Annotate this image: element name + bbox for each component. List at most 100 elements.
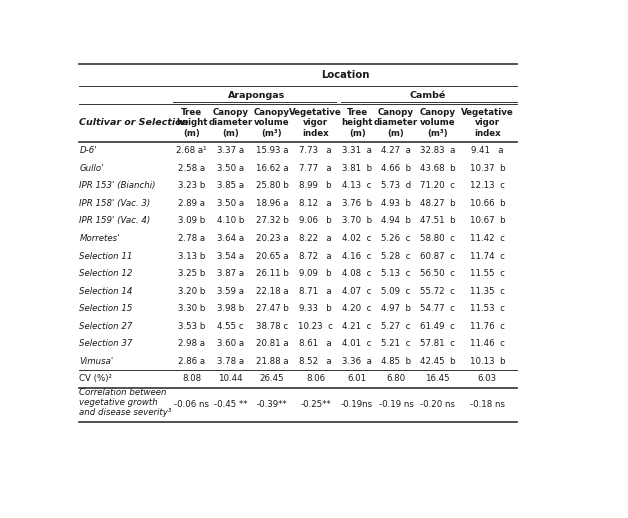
Text: 9.33   b: 9.33 b [300, 304, 332, 313]
Text: 8.72   a: 8.72 a [300, 252, 332, 261]
Text: Canopy
diameter
(m): Canopy diameter (m) [374, 108, 418, 138]
Text: 11.42  c: 11.42 c [470, 234, 505, 243]
Text: 3.30 b: 3.30 b [178, 304, 205, 313]
Text: 58.80  c: 58.80 c [420, 234, 455, 243]
Text: 9.09   b: 9.09 b [300, 269, 332, 278]
Text: -0.06 ns: -0.06 ns [174, 400, 209, 409]
Text: 8.52   a: 8.52 a [300, 357, 332, 366]
Text: 3.64 a: 3.64 a [217, 234, 244, 243]
Text: 8.99   b: 8.99 b [300, 181, 332, 190]
Text: 3.36  a: 3.36 a [342, 357, 372, 366]
Text: 4.07  c: 4.07 c [342, 286, 372, 296]
Text: 4.02  c: 4.02 c [342, 234, 372, 243]
Text: 20.23 a: 20.23 a [256, 234, 288, 243]
Text: Tree
height
(m): Tree height (m) [342, 108, 373, 138]
Text: 7.77   a: 7.77 a [300, 164, 332, 173]
Text: 57.81  c: 57.81 c [420, 339, 455, 348]
Text: 3.85 a: 3.85 a [217, 181, 244, 190]
Text: -0.39**: -0.39** [257, 400, 287, 409]
Text: 54.77  c: 54.77 c [420, 304, 455, 313]
Text: Cultivar or Selection: Cultivar or Selection [80, 119, 189, 127]
Text: 2.58 a: 2.58 a [178, 164, 205, 173]
Text: Selection 15: Selection 15 [80, 304, 133, 313]
Text: 3.87 a: 3.87 a [217, 269, 244, 278]
Text: 26.11 b: 26.11 b [256, 269, 288, 278]
Text: Morretes': Morretes' [80, 234, 120, 243]
Text: 10.44: 10.44 [219, 375, 243, 383]
Text: 9.41   a: 9.41 a [471, 146, 504, 155]
Text: 26.45: 26.45 [259, 375, 284, 383]
Text: 11.55  c: 11.55 c [470, 269, 505, 278]
Text: 9.06   b: 9.06 b [300, 217, 332, 225]
Text: Gullo': Gullo' [80, 164, 104, 173]
Text: 47.51  b: 47.51 b [420, 217, 455, 225]
Text: 11.53  c: 11.53 c [470, 304, 505, 313]
Text: 3.25 b: 3.25 b [178, 269, 205, 278]
Text: 3.31  a: 3.31 a [342, 146, 372, 155]
Text: 8.71   a: 8.71 a [300, 286, 332, 296]
Text: 4.20  c: 4.20 c [342, 304, 372, 313]
Text: 2.86 a: 2.86 a [178, 357, 205, 366]
Text: 11.76  c: 11.76 c [470, 322, 505, 330]
Text: Arapongas: Arapongas [227, 91, 284, 99]
Text: 25.80 b: 25.80 b [256, 181, 288, 190]
Text: Selection 14: Selection 14 [80, 286, 133, 296]
Text: 3.50 a: 3.50 a [217, 164, 244, 173]
Text: Vegetative
vigor
index: Vegetative vigor index [461, 108, 514, 138]
Text: 3.50 a: 3.50 a [217, 199, 244, 208]
Text: 11.46  c: 11.46 c [470, 339, 505, 348]
Text: IPR 159' (Vac. 4): IPR 159' (Vac. 4) [80, 217, 151, 225]
Text: 4.55 c: 4.55 c [217, 322, 244, 330]
Text: 4.21  c: 4.21 c [342, 322, 372, 330]
Text: 2.68 a¹: 2.68 a¹ [176, 146, 207, 155]
Text: -0.19ns: -0.19ns [341, 400, 373, 409]
Text: 4.13  c: 4.13 c [342, 181, 372, 190]
Text: 8.22   a: 8.22 a [300, 234, 332, 243]
Text: 4.97  b: 4.97 b [381, 304, 411, 313]
Text: 3.53 b: 3.53 b [178, 322, 205, 330]
Text: 43.68  b: 43.68 b [420, 164, 455, 173]
Text: Correlation between
vegetative growth
and disease severity³: Correlation between vegetative growth an… [80, 387, 172, 418]
Text: 5.73  d: 5.73 d [381, 181, 411, 190]
Text: Location: Location [321, 70, 369, 80]
Text: 15.93 a: 15.93 a [256, 146, 288, 155]
Text: 10.23  c: 10.23 c [298, 322, 333, 330]
Text: Vimusa': Vimusa' [80, 357, 114, 366]
Text: 38.78 c: 38.78 c [256, 322, 288, 330]
Text: 3.98 b: 3.98 b [217, 304, 244, 313]
Text: 4.01  c: 4.01 c [342, 339, 372, 348]
Text: 3.60 a: 3.60 a [217, 339, 244, 348]
Text: 5.13  c: 5.13 c [381, 269, 411, 278]
Text: Tree
height
(m): Tree height (m) [176, 108, 207, 138]
Text: -0.25**: -0.25** [300, 400, 331, 409]
Text: 18.96 a: 18.96 a [256, 199, 288, 208]
Text: 3.76  b: 3.76 b [342, 199, 372, 208]
Text: 11.74  c: 11.74 c [470, 252, 505, 261]
Text: 61.49  c: 61.49 c [420, 322, 455, 330]
Text: 4.27  a: 4.27 a [381, 146, 411, 155]
Text: 10.67  b: 10.67 b [470, 217, 505, 225]
Text: 16.62 a: 16.62 a [256, 164, 288, 173]
Text: 4.94  b: 4.94 b [381, 217, 411, 225]
Text: 6.03: 6.03 [478, 375, 497, 383]
Text: 3.09 b: 3.09 b [178, 217, 205, 225]
Text: Canopy
diameter
(m): Canopy diameter (m) [208, 108, 252, 138]
Text: 5.27  c: 5.27 c [381, 322, 411, 330]
Text: 4.16  c: 4.16 c [342, 252, 372, 261]
Text: 8.06: 8.06 [306, 375, 325, 383]
Text: 10.13  b: 10.13 b [470, 357, 505, 366]
Text: 2.78 a: 2.78 a [178, 234, 205, 243]
Text: 7.73   a: 7.73 a [300, 146, 332, 155]
Text: 4.10 b: 4.10 b [217, 217, 244, 225]
Text: 20.81 a: 20.81 a [256, 339, 288, 348]
Text: -0.45 **: -0.45 ** [214, 400, 247, 409]
Text: 71.20  c: 71.20 c [420, 181, 455, 190]
Text: 5.26  c: 5.26 c [381, 234, 411, 243]
Text: 4.85  b: 4.85 b [381, 357, 411, 366]
Text: 3.13 b: 3.13 b [178, 252, 205, 261]
Text: IPR 158' (Vac. 3): IPR 158' (Vac. 3) [80, 199, 151, 208]
Text: D-6': D-6' [80, 146, 97, 155]
Text: 5.28  c: 5.28 c [381, 252, 411, 261]
Text: 6.01: 6.01 [347, 375, 367, 383]
Text: 3.70  b: 3.70 b [342, 217, 372, 225]
